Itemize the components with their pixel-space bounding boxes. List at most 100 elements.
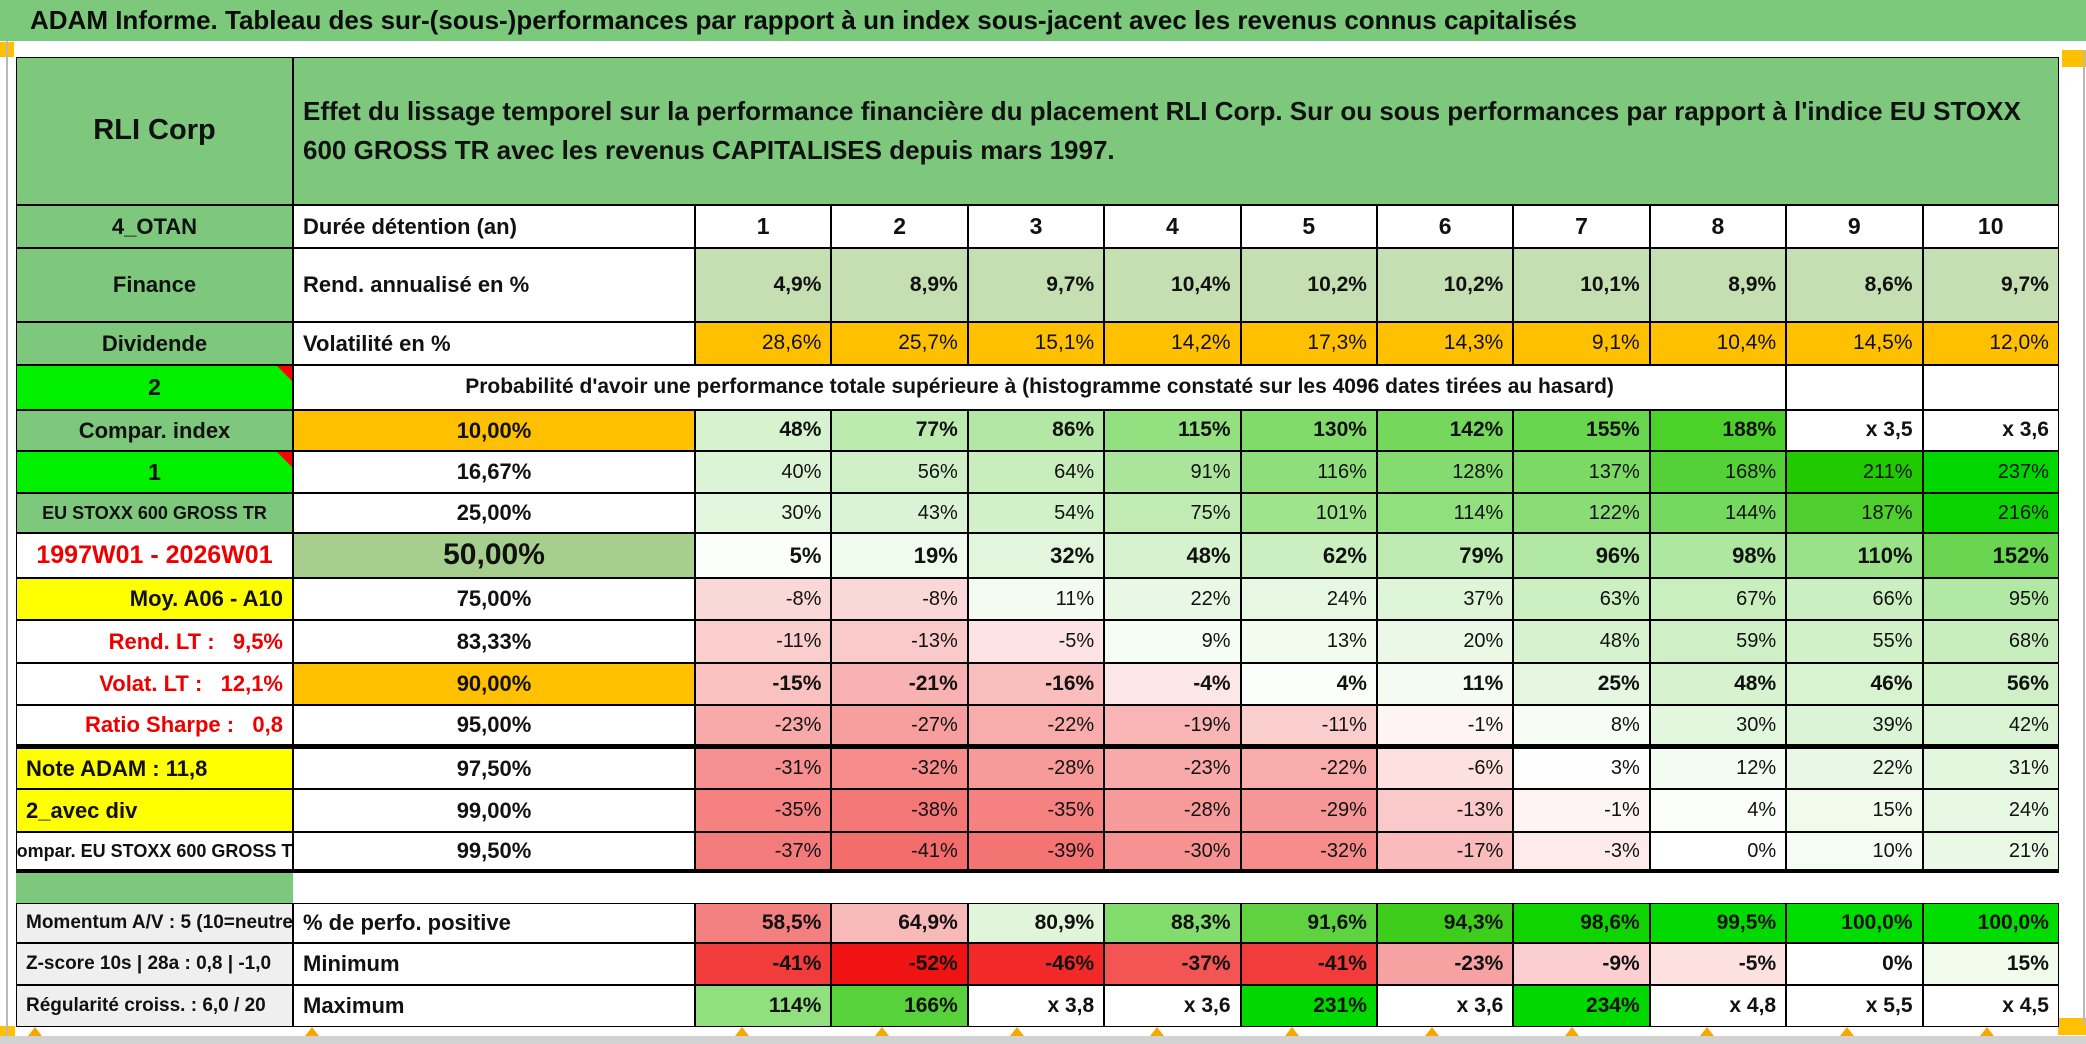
p995-row-cell-1[interactable]: 99,50%: [293, 832, 695, 873]
minimum-row-cell-11[interactable]: 15%: [1922, 943, 2059, 985]
annualized-return-row-cell-10[interactable]: 8,6%: [1786, 248, 1923, 322]
p975-row-cell-10[interactable]: 22%: [1786, 748, 1923, 789]
duration-row-cell-9[interactable]: 8: [1649, 205, 1787, 248]
annualized-return-row-cell-6[interactable]: 10,2%: [1240, 248, 1377, 322]
maximum-row-cell-9[interactable]: x 4,8: [1649, 985, 1787, 1027]
positive-perf-row-cell-5[interactable]: 88,3%: [1104, 903, 1241, 943]
annualized-return-row-cell-4[interactable]: 9,7%: [967, 248, 1105, 322]
volatility-row-cell-3[interactable]: 25,7%: [831, 322, 968, 365]
p995-row-cell-4[interactable]: -39%: [967, 832, 1105, 873]
p95-row-cell-7[interactable]: -1%: [1376, 705, 1514, 748]
p99-row-cell-10[interactable]: 15%: [1786, 789, 1923, 832]
p95-row-cell-3[interactable]: -27%: [831, 705, 968, 748]
p16-row-cell-4[interactable]: 64%: [967, 451, 1105, 493]
maximum-row-cell-6[interactable]: 231%: [1240, 985, 1377, 1027]
p75-row-cell-6[interactable]: 24%: [1240, 578, 1377, 620]
duration-row-cell-3[interactable]: 2: [831, 205, 968, 248]
duration-row-cell-6[interactable]: 5: [1240, 205, 1377, 248]
p25-row-cell-8[interactable]: 122%: [1513, 493, 1650, 533]
annualized-return-row-cell-8[interactable]: 10,1%: [1513, 248, 1650, 322]
p50-row-cell-4[interactable]: 32%: [967, 533, 1105, 578]
p95-row-cell-2[interactable]: -23%: [695, 705, 832, 748]
duration-row-cell-1[interactable]: Durée détention (an): [293, 205, 695, 248]
p90-row-cell-11[interactable]: 56%: [1922, 663, 2059, 705]
p50-row-cell-3[interactable]: 19%: [831, 533, 968, 578]
p99-row-cell-11[interactable]: 24%: [1922, 789, 2059, 832]
p99-row-cell-3[interactable]: -38%: [831, 789, 968, 832]
annualized-return-row-cell-7[interactable]: 10,2%: [1376, 248, 1514, 322]
p50-row-cell-0[interactable]: 1997W01 - 2026W01: [16, 533, 293, 578]
p99-row-cell-9[interactable]: 4%: [1649, 789, 1787, 832]
p50-row-cell-8[interactable]: 96%: [1513, 533, 1650, 578]
p16-row-cell-5[interactable]: 91%: [1104, 451, 1241, 493]
p10-row-cell-11[interactable]: x 3,6: [1922, 410, 2059, 451]
p75-row-cell-4[interactable]: 11%: [967, 578, 1105, 620]
p99-row-cell-5[interactable]: -28%: [1104, 789, 1241, 832]
p975-row-cell-8[interactable]: 3%: [1513, 748, 1650, 789]
positive-perf-row-cell-1[interactable]: % de perfo. positive: [293, 903, 695, 943]
volatility-row-cell-4[interactable]: 15,1%: [967, 322, 1105, 365]
volatility-row-cell-9[interactable]: 10,4%: [1649, 322, 1787, 365]
p50-row-cell-11[interactable]: 152%: [1922, 533, 2059, 578]
separator-row-cell-11[interactable]: [1923, 873, 2059, 903]
p90-row-cell-10[interactable]: 46%: [1786, 663, 1923, 705]
p90-row-cell-3[interactable]: -21%: [831, 663, 968, 705]
duration-row-cell-0[interactable]: 4_OTAN: [16, 205, 293, 248]
p975-row-cell-11[interactable]: 31%: [1922, 748, 2059, 789]
p50-row-cell-6[interactable]: 62%: [1240, 533, 1377, 578]
p975-row-cell-2[interactable]: -31%: [695, 748, 832, 789]
p975-row-cell-1[interactable]: 97,50%: [293, 748, 695, 789]
p25-row-cell-5[interactable]: 75%: [1104, 493, 1241, 533]
p995-row-cell-6[interactable]: -32%: [1240, 832, 1377, 873]
p90-row-cell-2[interactable]: -15%: [695, 663, 832, 705]
p25-row-cell-4[interactable]: 54%: [967, 493, 1105, 533]
p90-row-cell-1[interactable]: 90,00%: [293, 663, 695, 705]
p25-row-cell-11[interactable]: 216%: [1922, 493, 2059, 533]
p99-row-cell-0[interactable]: 2_avec div: [16, 789, 293, 832]
p95-row-cell-8[interactable]: 8%: [1513, 705, 1650, 748]
volatility-row-cell-10[interactable]: 14,5%: [1786, 322, 1923, 365]
separator-row-cell-10[interactable]: [1786, 873, 1922, 903]
minimum-row-cell-7[interactable]: -23%: [1376, 943, 1514, 985]
maximum-row-cell-1[interactable]: Maximum: [293, 985, 695, 1027]
p83-row-cell-3[interactable]: -13%: [831, 620, 968, 663]
p83-row-cell-0[interactable]: Rend. LT : 9,5%: [16, 620, 293, 663]
p75-row-cell-2[interactable]: -8%: [695, 578, 832, 620]
maximum-row-cell-2[interactable]: 114%: [695, 985, 832, 1027]
p99-row-cell-1[interactable]: 99,00%: [293, 789, 695, 832]
p75-row-cell-8[interactable]: 63%: [1513, 578, 1650, 620]
p50-row-cell-1[interactable]: 50,00%: [293, 533, 695, 578]
positive-perf-row-cell-6[interactable]: 91,6%: [1240, 903, 1377, 943]
annualized-return-row-cell-2[interactable]: 4,9%: [695, 248, 832, 322]
p10-row-cell-4[interactable]: 86%: [967, 410, 1105, 451]
volatility-row-cell-11[interactable]: 12,0%: [1922, 322, 2059, 365]
p16-row-cell-6[interactable]: 116%: [1240, 451, 1377, 493]
duration-row-cell-5[interactable]: 4: [1104, 205, 1241, 248]
p90-row-cell-6[interactable]: 4%: [1240, 663, 1377, 705]
maximum-row-cell-8[interactable]: 234%: [1513, 985, 1650, 1027]
p10-row-cell-6[interactable]: 130%: [1240, 410, 1377, 451]
p90-row-cell-9[interactable]: 48%: [1649, 663, 1787, 705]
p90-row-cell-7[interactable]: 11%: [1376, 663, 1514, 705]
p95-row-cell-11[interactable]: 42%: [1922, 705, 2059, 748]
p83-row-cell-4[interactable]: -5%: [967, 620, 1105, 663]
p75-row-cell-9[interactable]: 67%: [1649, 578, 1787, 620]
annualized-return-row-cell-0[interactable]: Finance: [16, 248, 293, 322]
p25-row-cell-10[interactable]: 187%: [1786, 493, 1923, 533]
p75-row-cell-3[interactable]: -8%: [831, 578, 968, 620]
p16-row-cell-2[interactable]: 40%: [695, 451, 832, 493]
p83-row-cell-2[interactable]: -11%: [695, 620, 832, 663]
annualized-return-row-cell-1[interactable]: Rend. annualisé en %: [293, 248, 695, 322]
p10-row-cell-7[interactable]: 142%: [1376, 410, 1514, 451]
p16-row-cell-1[interactable]: 16,67%: [293, 451, 695, 493]
probability-header-row-cell-2[interactable]: [1786, 365, 1923, 410]
probability-header-row-cell-3[interactable]: [1922, 365, 2059, 410]
p90-row-cell-0[interactable]: Volat. LT : 12,1%: [16, 663, 293, 705]
minimum-row-cell-8[interactable]: -9%: [1513, 943, 1650, 985]
p10-row-cell-1[interactable]: 10,00%: [293, 410, 695, 451]
minimum-row-cell-5[interactable]: -37%: [1104, 943, 1241, 985]
p90-row-cell-5[interactable]: -4%: [1104, 663, 1241, 705]
p995-row-cell-8[interactable]: -3%: [1513, 832, 1650, 873]
p25-row-cell-2[interactable]: 30%: [695, 493, 832, 533]
separator-row-cell-7[interactable]: [1377, 873, 1513, 903]
